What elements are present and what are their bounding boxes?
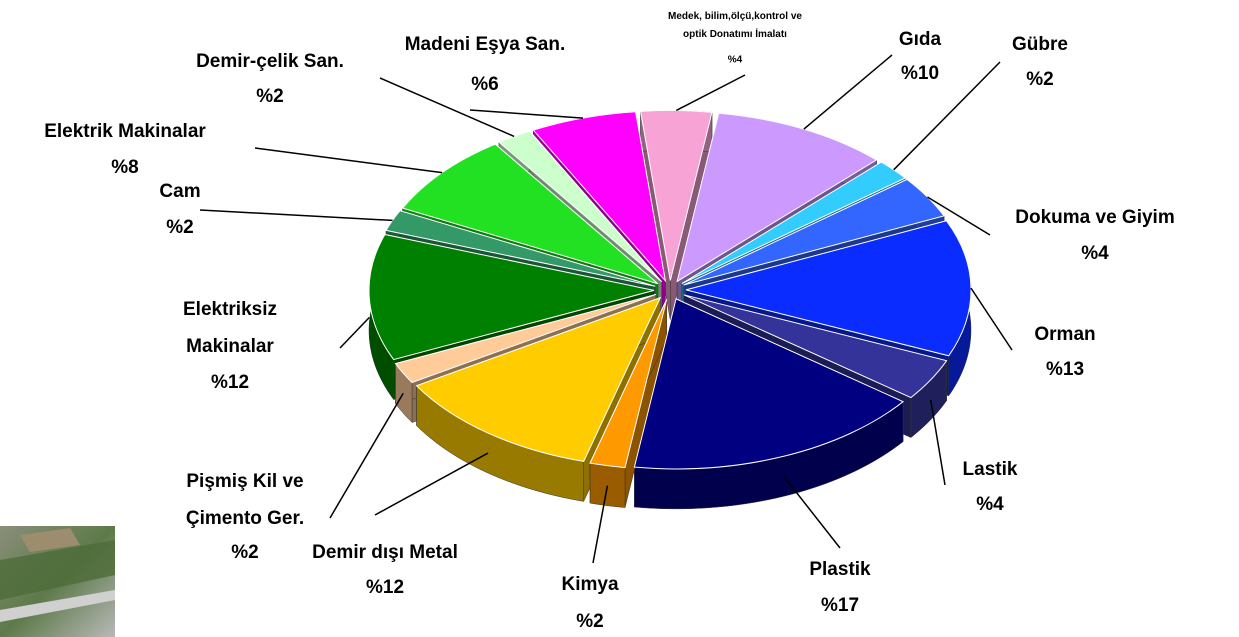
photo-thumbnail <box>0 526 115 637</box>
category-label: Gübre <box>1012 34 1068 55</box>
leader-line <box>675 74 746 112</box>
leader-line <box>199 209 393 222</box>
leader-line <box>927 196 991 236</box>
category-label: Madeni Eşya San. <box>405 34 566 55</box>
value-label: %4 <box>728 55 743 66</box>
category-label: Demir-çelik San. <box>196 51 344 72</box>
category-label: Lastik <box>963 459 1018 480</box>
leader-line <box>592 485 609 564</box>
labels: Medek, bilim,ölçü,kontrol ve optik Donatı… <box>44 11 1175 632</box>
leader-line <box>254 147 443 174</box>
slice-top <box>676 112 878 283</box>
category-label: Medek, bilim,ölçü,kontrol ve optik Donatı… <box>668 11 802 40</box>
leader-line <box>929 399 946 486</box>
category-label: Pişmiş Kil ve Çimento Ger. <box>186 471 304 529</box>
value-label: %2 <box>576 611 603 632</box>
slice-top <box>394 293 656 384</box>
slice-top <box>685 220 972 357</box>
leader-line <box>893 61 1001 171</box>
value-label: %2 <box>256 86 283 107</box>
category-label: Kimya <box>561 574 618 595</box>
value-label: %4 <box>976 494 1004 515</box>
slice-side <box>589 462 626 508</box>
leader-line <box>970 287 1013 351</box>
value-label: %10 <box>901 63 939 84</box>
slice-top <box>683 178 945 286</box>
slice-top <box>415 296 662 462</box>
slice-top <box>401 143 659 285</box>
category-label: Elektriksiz Makinalar <box>183 299 277 357</box>
leader-line <box>339 317 370 349</box>
value-label: %17 <box>821 595 859 616</box>
category-label: Elektrik Makinalar <box>44 121 206 142</box>
slice-top <box>368 233 655 361</box>
value-label: %12 <box>211 372 249 393</box>
value-label: %2 <box>231 542 258 563</box>
category-label: Orman <box>1034 324 1095 345</box>
category-label: Cam <box>159 181 200 202</box>
category-label: Gıda <box>899 29 942 50</box>
value-label: %13 <box>1046 359 1084 380</box>
leader-line <box>374 452 489 516</box>
value-label: %2 <box>1026 69 1053 90</box>
leader-line <box>803 54 893 130</box>
slice-top <box>681 161 907 285</box>
value-label: %2 <box>166 217 193 238</box>
category-label: Demir dışı Metal <box>312 542 458 563</box>
slice-top <box>589 299 668 469</box>
slice-tops <box>368 109 972 470</box>
value-label: %8 <box>111 157 138 178</box>
leader-line <box>379 77 515 138</box>
category-label: Dokuma ve Giyim <box>1015 207 1174 228</box>
leader-line <box>783 475 841 549</box>
slice-top <box>683 294 948 399</box>
value-label: %4 <box>1081 243 1109 264</box>
value-label: %12 <box>366 577 404 598</box>
leader-line <box>329 392 404 519</box>
value-label: %6 <box>471 74 498 95</box>
category-label: Plastik <box>809 559 871 580</box>
slice-top <box>633 298 905 470</box>
slice-top <box>532 111 667 283</box>
leader-line <box>469 109 584 119</box>
